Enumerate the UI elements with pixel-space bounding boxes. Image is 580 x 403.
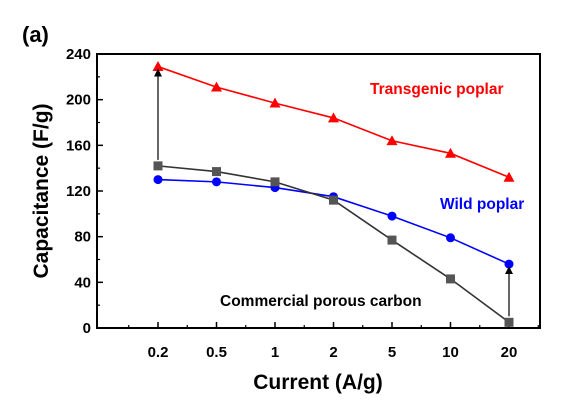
x-tick-label: 5 bbox=[388, 344, 396, 361]
data-point-transgenic-poplar bbox=[269, 97, 281, 108]
series-label-commercial-porous-carbon: Commercial porous carbon bbox=[220, 293, 422, 310]
annotation-layer bbox=[154, 68, 513, 317]
x-tick-label: 10 bbox=[442, 344, 459, 361]
series-label-wild-poplar: Wild poplar bbox=[440, 196, 524, 213]
data-point-commercial-porous-carbon bbox=[329, 195, 338, 205]
y-tick-label: 120 bbox=[66, 183, 91, 200]
data-point-transgenic-poplar bbox=[152, 61, 164, 71]
data-point-wild-poplar bbox=[212, 177, 221, 187]
data-point-commercial-porous-carbon bbox=[387, 235, 397, 245]
y-tick-label: 80 bbox=[74, 229, 91, 246]
data-point-transgenic-poplar bbox=[445, 147, 456, 158]
y-axis-title: Capacitance (F/g) bbox=[30, 103, 53, 278]
data-point-commercial-porous-carbon bbox=[212, 167, 221, 177]
series-layer bbox=[152, 61, 515, 327]
data-point-wild-poplar bbox=[153, 175, 163, 185]
panel-label: (a) bbox=[22, 22, 49, 47]
data-point-commercial-porous-carbon bbox=[446, 274, 455, 284]
y-tick-label: 0 bbox=[83, 320, 91, 337]
y-tick-label: 160 bbox=[66, 137, 91, 154]
data-point-commercial-porous-carbon bbox=[153, 161, 163, 171]
x-tick-label: 0.2 bbox=[148, 344, 169, 361]
y-tick-label: 240 bbox=[66, 46, 91, 63]
x-tick-label: 1 bbox=[271, 344, 279, 361]
series-label-transgenic-poplar: Transgenic poplar bbox=[370, 81, 504, 98]
x-axis: 0.2 0.5 1 2 5 10 20 bbox=[128, 322, 539, 361]
data-point-commercial-porous-carbon bbox=[504, 317, 514, 327]
data-point-wild-poplar bbox=[504, 259, 514, 269]
x-axis-title: Current (A/g) bbox=[253, 371, 383, 394]
data-point-transgenic-poplar bbox=[211, 81, 222, 92]
y-axis: 0 40 80 120 160 200 240 bbox=[66, 46, 103, 337]
data-point-transgenic-poplar bbox=[503, 171, 515, 182]
data-point-commercial-porous-carbon bbox=[270, 177, 280, 187]
data-point-wild-poplar bbox=[387, 211, 397, 221]
data-point-transgenic-poplar bbox=[328, 112, 339, 123]
y-tick-label: 40 bbox=[74, 274, 91, 291]
data-point-transgenic-poplar bbox=[386, 135, 398, 146]
x-tick-label: 0.5 bbox=[206, 344, 227, 361]
data-point-wild-poplar bbox=[446, 233, 455, 243]
y-tick-label: 200 bbox=[66, 92, 91, 109]
x-tick-label: 2 bbox=[329, 344, 337, 361]
x-tick-label: 20 bbox=[501, 344, 518, 361]
